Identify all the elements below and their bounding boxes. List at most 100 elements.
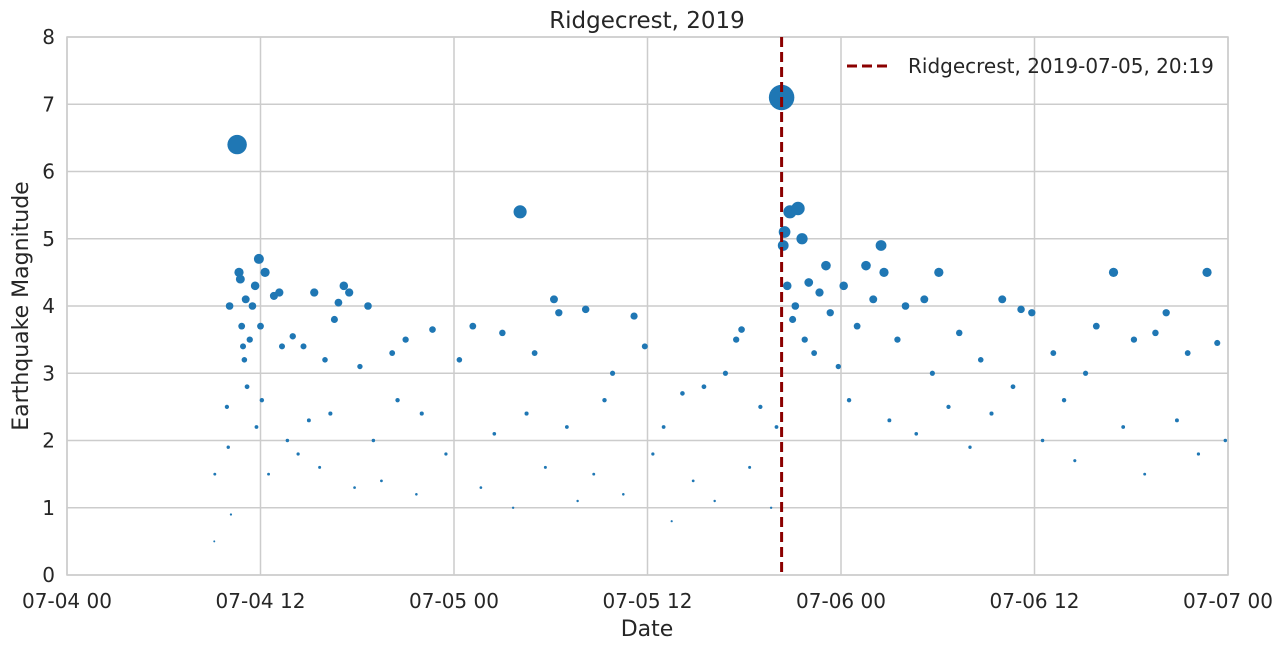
point [543,465,547,469]
point [306,418,311,423]
point [1202,267,1212,278]
point [955,329,963,337]
point [791,201,805,216]
point [260,267,270,278]
point [300,343,307,350]
point [479,486,483,489]
point [285,438,290,443]
point [241,357,248,363]
point [1121,425,1126,429]
point [630,312,638,320]
point [789,315,797,323]
point [946,404,951,409]
point [531,350,538,356]
point [1196,452,1201,456]
point [835,363,841,370]
point [879,267,889,278]
point [234,267,244,278]
point [846,397,852,403]
point [968,445,972,449]
point [722,370,729,376]
point [334,298,343,307]
point [934,267,944,278]
point [576,499,579,503]
point [371,438,376,443]
point [380,479,383,483]
x-tick-label: 07-05 12 [603,589,693,613]
point [429,326,436,333]
point [345,288,354,297]
point [738,326,745,333]
point [680,391,685,396]
x-tick-label: 07-07 00 [1183,589,1273,613]
point [989,411,994,416]
point [235,274,245,284]
point [322,357,328,363]
point [733,336,740,343]
point [894,336,901,343]
point [1073,459,1077,463]
point [244,384,250,390]
point [225,302,234,310]
point [296,452,300,456]
point [357,363,363,370]
point [1223,438,1228,443]
point [492,431,497,436]
point [444,452,448,456]
y-tick-label: 4 [42,294,55,318]
point [651,452,655,456]
x-tick-label: 07-05 00 [409,589,499,613]
point [804,278,814,287]
point [250,281,260,291]
point [713,499,716,503]
point [318,465,322,469]
point [815,288,824,297]
point [259,397,265,403]
point [869,295,878,304]
point [670,520,673,523]
point [853,322,861,330]
point [861,260,871,271]
point [213,472,217,476]
legend-label: Ridgecrest, 2019-07-05, 20:19 [908,54,1214,78]
point [1040,438,1045,443]
point [555,309,563,317]
point [257,322,264,330]
point [661,425,666,429]
point [389,350,396,356]
point [826,309,834,317]
point [1010,384,1016,390]
point [920,295,929,304]
point [513,205,527,219]
point [229,513,233,516]
point [267,472,270,476]
y-tick-label: 8 [42,25,55,49]
point [839,281,848,291]
point [622,493,625,496]
point [395,397,400,403]
y-tick-label: 3 [42,361,55,385]
y-tick-label: 5 [42,227,55,251]
point [419,411,424,416]
point [253,253,264,264]
point [1092,322,1100,330]
x-tick-label: 07-06 12 [990,589,1080,613]
point [791,302,800,310]
point [1017,305,1025,314]
plot-frame [66,36,1229,576]
point [254,425,259,429]
point [238,322,246,330]
x-axis-label: Date [621,617,674,642]
point [1108,267,1119,278]
y-tick-label: 0 [42,563,55,587]
point [1082,370,1089,376]
point [581,305,590,314]
point [998,295,1007,304]
point [328,411,333,416]
point [415,493,418,496]
point [1143,472,1147,476]
point [782,281,792,291]
point [469,322,477,330]
point [1214,339,1221,347]
point [1152,329,1159,337]
